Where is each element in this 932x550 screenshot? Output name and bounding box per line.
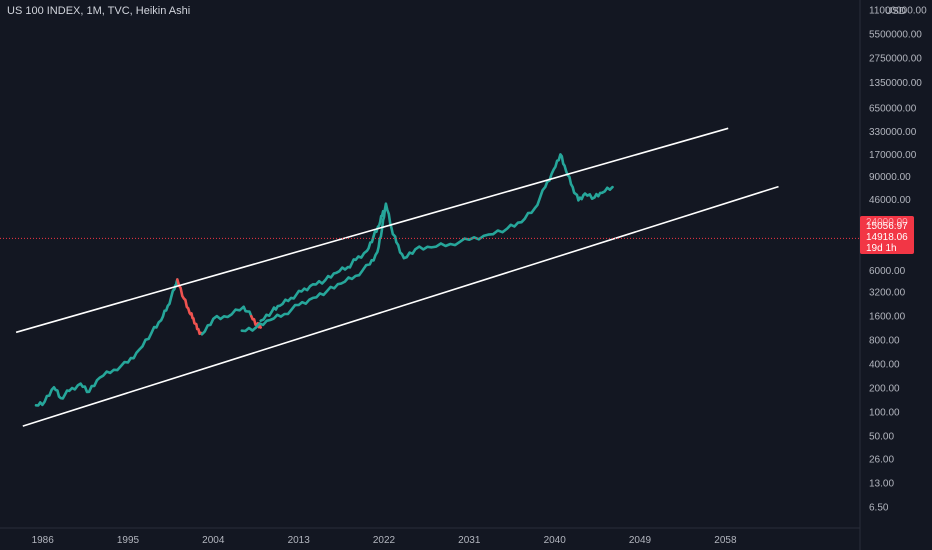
y-tick-label: 90000.00 [869,172,911,183]
y-tick-label: 1600.00 [869,312,906,323]
current-price-label: 15056.97 [866,221,908,232]
y-tick-label: 100.00 [869,408,900,419]
price-badges: 24000.00 15056.97 14918.06 19d 1h [860,216,914,254]
y-tick-label: 650000.00 [869,103,917,114]
y-tick-label: 1350000.00 [869,78,922,89]
current-price-badge [860,216,914,254]
trend-channel[interactable] [15,127,779,427]
x-tick-label: 2058 [714,535,737,546]
y-tick-label: 400.00 [869,360,900,371]
y-tick-label: 3200.00 [869,288,906,299]
trend-channel-line[interactable] [15,127,729,334]
x-tick-label: 2049 [629,535,652,546]
price-axis[interactable]: USD 6.50 13.00 26.00 50.00 100.00 200.00 400.0… [869,5,927,513]
price-series-line [240,153,614,333]
y-tick-label: 170000.00 [869,150,917,161]
price-series-line [176,278,204,336]
price-series [34,153,614,407]
price-series-line [259,209,385,322]
x-tick-label: 2004 [202,535,225,546]
time-axis[interactable]: 1986 1995 2004 2013 2022 2031 2040 2049 2058 [32,535,737,546]
y-tick-label: 800.00 [869,336,900,347]
upper-price-partial-label: 24000.00 [866,217,908,228]
second-price-label: 14918.06 [866,232,908,243]
trend-channel-line[interactable] [22,185,779,427]
y-tick-label: 6000.00 [869,266,906,277]
y-tick-label: 50.00 [869,432,894,443]
y-tick-label: 5500000.00 [869,29,922,40]
y-tick-label: 13.00 [869,478,894,489]
x-tick-label: 1986 [32,535,55,546]
chart-title: US 100 INDEX, 1M, TVC, Heikin Ashi [7,5,191,17]
y-tick-label: 6.50 [869,502,889,513]
y-tick-label: 2750000.00 [869,53,922,64]
y-tick-label: 200.00 [869,384,900,395]
y-tick-label: 46000.00 [869,195,911,206]
x-tick-label: 2040 [544,535,567,546]
x-tick-label: 2013 [288,535,311,546]
x-tick-label: 1995 [117,535,140,546]
y-tick-label: 11000000.00 [869,5,927,16]
price-series-line [200,305,253,336]
price-series-line [34,278,179,407]
x-tick-label: 2022 [373,535,396,546]
bar-countdown-label: 19d 1h [866,243,897,254]
x-tick-label: 2031 [458,535,481,546]
y-tick-label: 330000.00 [869,127,917,138]
y-axis-unit: USD [885,6,906,17]
y-tick-label: 26.00 [869,454,894,465]
